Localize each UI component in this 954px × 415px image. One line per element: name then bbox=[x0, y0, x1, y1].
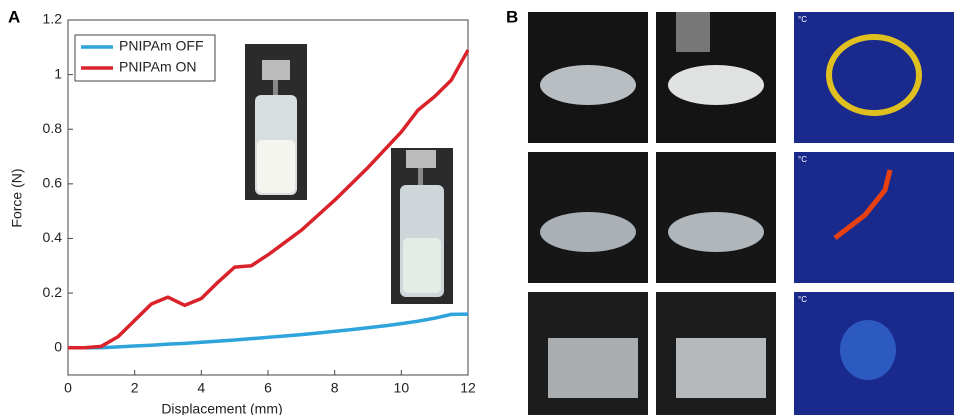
y-tick-label: 0.2 bbox=[43, 284, 63, 300]
thermal-unit: °C bbox=[798, 155, 807, 164]
inset-photo bbox=[391, 148, 453, 304]
panel-letter: B bbox=[506, 7, 518, 26]
inset-photo bbox=[245, 44, 307, 200]
x-tick-label: 4 bbox=[197, 380, 205, 396]
y-tick-label: 0 bbox=[54, 338, 62, 354]
x-tick-label: 8 bbox=[331, 380, 339, 396]
thermal-unit: °C bbox=[798, 295, 807, 304]
data-line bbox=[68, 49, 470, 350]
y-axis-label: Force (N) bbox=[9, 168, 25, 227]
panel-letter: A bbox=[8, 7, 20, 26]
y-tick-label: 1 bbox=[54, 65, 62, 81]
legend-label: PNIPAm ON bbox=[119, 59, 197, 75]
x-tick-label: 10 bbox=[394, 380, 410, 396]
legend-box bbox=[74, 34, 216, 82]
x-tick-label: 6 bbox=[264, 380, 272, 396]
data-line bbox=[68, 312, 469, 350]
x-tick-label: 0 bbox=[64, 380, 72, 396]
thermal-unit: °C bbox=[798, 15, 807, 24]
y-tick-label: 0.6 bbox=[43, 175, 63, 191]
x-tick-label: 12 bbox=[460, 380, 476, 396]
y-tick-label: 0.8 bbox=[43, 120, 63, 136]
legend-label: PNIPAm OFF bbox=[119, 38, 204, 54]
y-tick-label: 0.4 bbox=[43, 229, 63, 245]
x-axis-label: Displacement (mm) bbox=[161, 401, 282, 415]
x-tick-label: 2 bbox=[131, 380, 139, 396]
photo-grid bbox=[528, 12, 954, 415]
y-tick-label: 1.2 bbox=[43, 11, 63, 27]
